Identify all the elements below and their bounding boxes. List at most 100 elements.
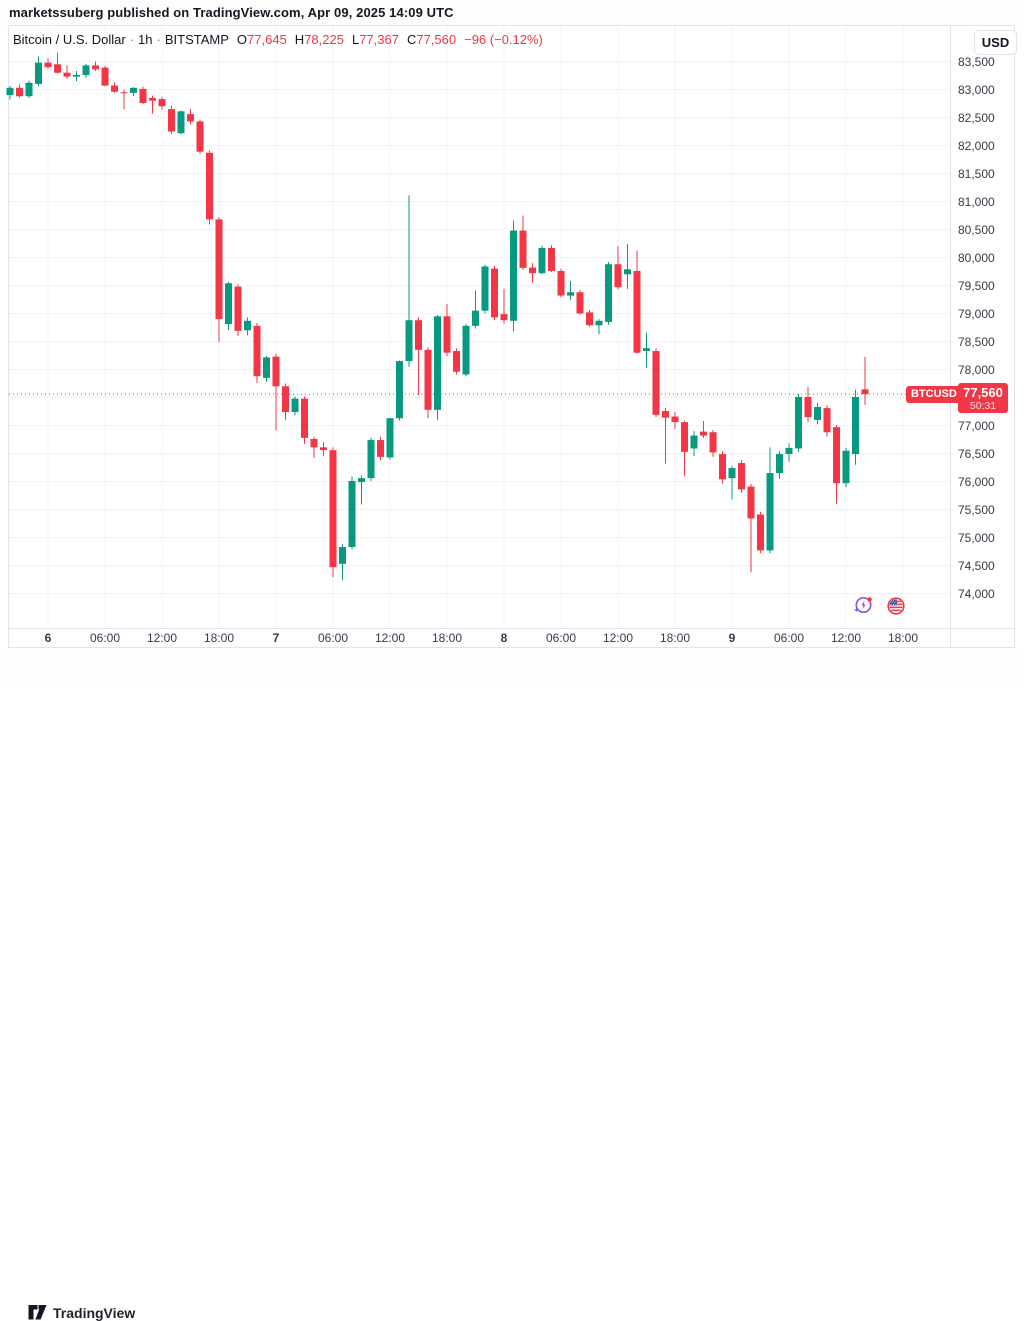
candle-body [643,348,650,352]
exchange-label: BITSTAMP [164,32,229,47]
candle-body [852,396,859,455]
y-axis-tick-label: 80,500 [958,223,995,237]
ohlc-close: C77,560 [406,32,457,47]
y-axis-tick-label: 82,500 [958,111,995,125]
ai-flash-icon[interactable] [853,595,873,615]
x-axis-tick-label: 18:00 [432,631,462,645]
candle-body [54,64,61,73]
candle-body [472,310,479,326]
x-axis-tick-label: 7 [273,631,280,645]
footer-bar: TradingView [0,648,1024,1321]
candle-body [6,87,14,96]
candle-body [747,486,755,519]
candle-body [329,450,337,568]
x-axis-tick-label: 12:00 [147,631,177,645]
y-axis-tick-label: 75,500 [958,503,995,517]
legend-separator: · [129,32,135,47]
candle-body [130,87,137,93]
candle-body [614,264,622,288]
candle-body [681,422,688,452]
candle-body [73,74,80,77]
candle-body [120,92,128,94]
x-axis-tick-label: 8 [501,631,508,645]
candle-body [776,454,783,474]
candle-body [785,447,793,455]
ohlc-high: H78,225 [294,32,344,47]
candle-body [272,356,280,387]
candle-body [434,316,441,410]
tradingview-logo-text: TradingView [53,1304,136,1321]
candle-body [662,410,669,418]
candle-body [415,320,422,350]
candle-body [44,62,52,68]
candle-body [82,65,90,75]
x-axis-tick-label: 12:00 [375,631,405,645]
candle-body [557,270,565,296]
chart-card [8,25,1015,648]
candle-body [177,111,185,134]
candle-body [624,269,631,275]
candle-body [424,349,432,410]
candle-body [605,264,612,322]
x-axis-tick-label: 06:00 [546,631,576,645]
x-axis-tick-label: 06:00 [90,631,120,645]
candle-body [92,65,99,70]
tradingview-logo[interactable]: TradingView [28,1304,135,1321]
currency-toggle-button[interactable]: USD [974,30,1017,55]
ohlc-low: L77,367 [351,32,399,47]
candle-body [453,351,460,372]
y-axis-tick-label: 76,500 [958,447,995,461]
y-axis-tick-label: 81,500 [958,167,995,181]
bar-countdown: 50:31 [969,400,997,413]
candle-body [405,320,413,362]
candle-body [263,357,270,378]
y-axis-tick-label: 81,000 [958,195,995,209]
candlestick-chart[interactable]: 83,500 83,000 82,500 82,000 81,500 81,000 80,5… [0,0,1024,681]
candle-body [700,431,707,436]
y-axis-tick-label: 79,000 [958,307,995,321]
x-axis-tick-label: 18:00 [204,631,234,645]
candle-body [35,62,42,84]
x-axis-tick-label: 12:00 [831,631,861,645]
candle-body [139,88,147,103]
x-axis-tick-label: 9 [729,631,736,645]
candle-body [377,440,384,457]
x-axis-tick-label: 06:00 [774,631,804,645]
candle-body [833,427,840,484]
y-axis-tick-label: 75,000 [958,531,995,545]
y-axis-tick-label: 78,500 [958,335,995,349]
candle-body [719,454,726,480]
y-axis-tick-label: 83,000 [958,83,995,97]
y-axis-tick-label: 80,000 [958,251,995,265]
y-axis-tick-label: 74,500 [958,559,995,573]
candle-body [633,270,641,353]
candle-body [301,398,308,438]
candle-body [795,396,802,449]
candle-body [168,109,175,132]
attribution-bar: marketssuberg published on TradingView.c… [0,0,1024,25]
candle-body [519,230,527,268]
y-axis-tick-label: 79,500 [958,279,995,293]
ohlc-open: O77,645 [236,32,287,47]
candle-body [244,320,251,331]
candle-body [567,292,574,296]
candle-body [510,230,517,321]
y-axis-tick-label: 76,000 [958,475,995,489]
us-flag-icon[interactable] [886,596,906,616]
candle-body [481,266,489,311]
attribution-text: marketssuberg published on TradingView.c… [9,5,454,20]
x-axis-tick-label: 18:00 [660,631,690,645]
candle-body [766,473,774,551]
candle-body [111,85,118,92]
candle-body [738,463,745,490]
candle-body [187,114,194,122]
candle-body [709,432,717,453]
candle-body [595,320,603,326]
candle-body [358,478,365,483]
candle-body [367,440,375,479]
candle-body [728,468,736,479]
candle-body [101,67,109,86]
candle-body [320,447,327,451]
candle-body [861,389,869,395]
candle-body [814,407,821,420]
